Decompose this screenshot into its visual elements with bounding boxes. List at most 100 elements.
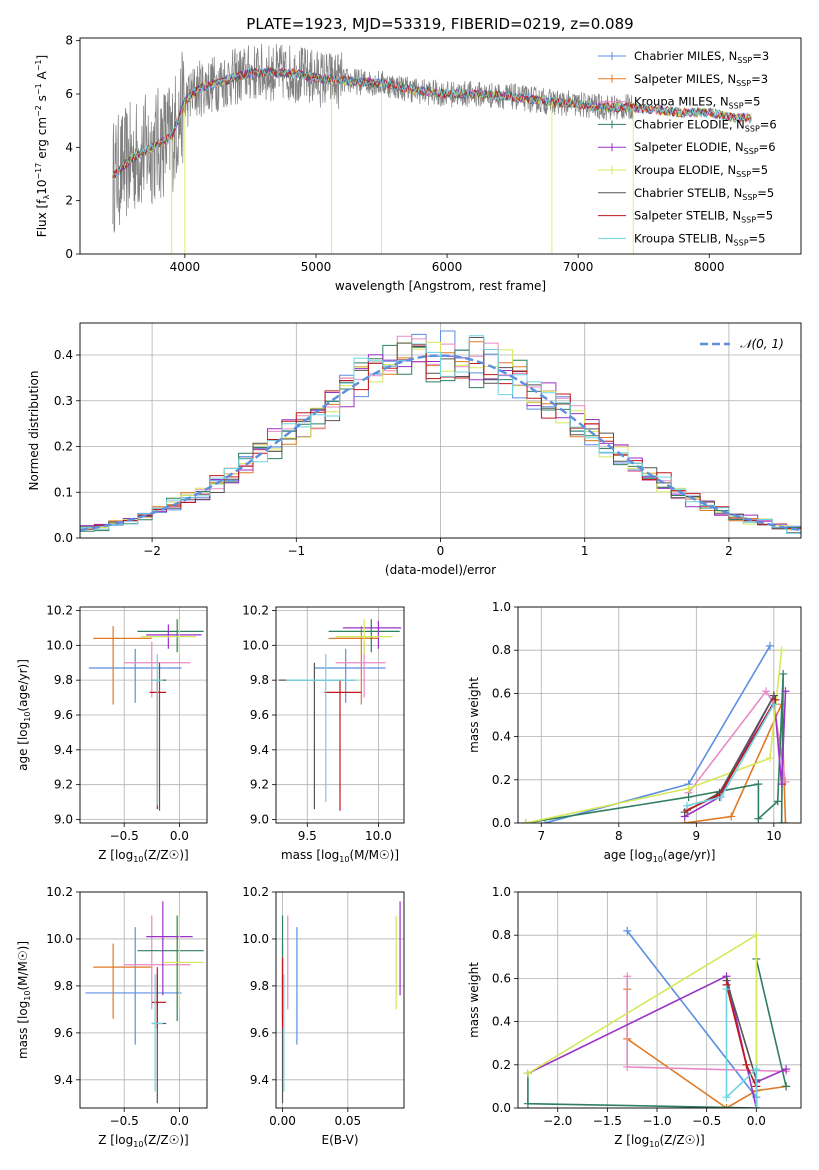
legend-label-chabrier-elodie: Chabrier ELODIE, NSSP=6 (634, 117, 777, 133)
x-tick-label: −0.5 (692, 1114, 721, 1128)
y-axis-label-sub: 10 (23, 991, 32, 1001)
x-tick-label: 0.0 (170, 1114, 189, 1128)
errorbar-kroupa-elodie (162, 915, 204, 1010)
age-vs-metallicity-panel: −0.5 0.09.09.29.49.69.810.010.2Z [log10(Z… (16, 603, 208, 864)
weight-point-marker (684, 793, 693, 802)
y-tick-label: 0.6 (492, 686, 511, 700)
errorbar-plot-area (85, 901, 204, 1104)
weight-point-marker (754, 814, 763, 823)
legend-label-salpeter-miles-tail: =3 (751, 72, 768, 86)
weight-point-marker (722, 1093, 731, 1102)
y-tick-label: 10.0 (46, 638, 73, 652)
weight-point-marker (521, 819, 530, 823)
x-axis-label-tail: (Z/Z☉)] (659, 1133, 704, 1147)
y-tick-label: 10.0 (242, 932, 269, 946)
y-tick-label: 9.4 (54, 743, 73, 757)
x-axis-label-sub: 10 (653, 855, 663, 864)
weight-line (725, 989, 758, 1108)
model-spectrum-salpeter-stelib (112, 66, 752, 179)
weight-point-marker (623, 1062, 632, 1071)
weight-point-marker (771, 695, 780, 704)
weight-point-marker (781, 819, 790, 823)
y-tick-label: 0.2 (492, 773, 511, 787)
legend-label-kroupa-stelib: Kroupa STELIB, NSSP=5 (634, 231, 765, 247)
legend-label-normal: 𝒩(0, 1) (740, 337, 784, 351)
x-tick-label: 2 (725, 544, 733, 558)
errorbar-chabrier-stelib (278, 662, 355, 810)
weight-series-kroupa-miles (623, 972, 791, 1076)
legend-label-kroupa-stelib-main: Kroupa STELIB, N (634, 231, 734, 245)
y-tick-label: 10.2 (242, 603, 269, 617)
histogram-kroupa-elodie (80, 341, 801, 538)
x-tick-label: −2 (143, 544, 161, 558)
y-tick-label: 10.0 (46, 932, 73, 946)
x-tick-label: 9 (693, 829, 701, 843)
x-axis-label: Z [log10(Z/Z☉)] (98, 848, 189, 864)
errorbar-salpeter-elodie (342, 620, 402, 649)
y-tick-label: 9.0 (250, 813, 269, 827)
y-tick-label: 0.0 (492, 816, 511, 830)
errorbar-salpeter-elodie (146, 901, 193, 996)
weight-point-marker (769, 700, 778, 709)
normal-distribution-curve (80, 354, 801, 532)
x-axis-label-tail: (Z/Z☉)] (143, 848, 188, 862)
y-axis-label-part: 10 (35, 180, 49, 195)
weight-point-marker (623, 972, 632, 981)
axes-frame (79, 606, 208, 824)
x-tick-label: 1 (581, 544, 589, 558)
weight-series-kroupa-stelib (683, 700, 778, 810)
weight-plot-area (521, 641, 790, 823)
weight-point-marker (727, 812, 736, 821)
x-tick-label: 0 (437, 544, 445, 558)
errorbar-salpeter-miles (328, 626, 379, 705)
weight-point-marker (523, 1069, 532, 1078)
weight-point-marker (722, 1104, 731, 1108)
y-tick-label: 9.6 (250, 1026, 269, 1040)
y-tick-label: 0.6 (492, 971, 511, 985)
legend-label-kroupa-miles-main: Kroupa MILES, N (634, 95, 729, 109)
y-tick-label: 8 (65, 34, 73, 48)
y-tick-label: 9.6 (54, 1026, 73, 1040)
y-axis-label-part: Flux [f (35, 199, 49, 237)
weight-point-marker (623, 926, 632, 935)
y-tick-label: 9.6 (250, 708, 269, 722)
axes-frame (79, 322, 802, 539)
y-tick-label: 1.0 (492, 885, 511, 899)
x-tick-label: 9.5 (298, 829, 317, 843)
mass-vs-extinction-panel: 0.00 0.05 9.4 9.6 9.8 10.0 10.2 E(B-V) (242, 885, 405, 1147)
mass-weight-vs-metallicity-panel: −2.0 −1.5 −1.0 −0.5 0.0 0.0 0.2 0.4 0.6 0.8 1.0 Z [… (467, 885, 802, 1149)
y-tick-label: 0.0 (54, 531, 73, 545)
legend-label-chabrier-stelib-tail: =5 (757, 186, 774, 200)
weight-point-marker (782, 1082, 791, 1091)
x-tick-label: 10.0 (365, 829, 392, 843)
legend-label-salpeter-elodie: Salpeter ELODIE, NSSP=6 (634, 140, 776, 156)
y-tick-label: 2 (65, 194, 73, 208)
y-tick-label: 9.2 (250, 778, 269, 792)
weight-point-marker (777, 646, 786, 655)
y-tick-label: 4 (65, 140, 73, 154)
weight-point-marker (777, 780, 786, 789)
y-tick-label: 9.8 (54, 979, 73, 993)
y-axis-label: mass [log10(M/M☉)] (16, 941, 32, 1059)
y-axis-label-part: A (35, 70, 49, 83)
errorbar-kroupa-elodie (335, 619, 393, 655)
x-tick-label: 5000 (301, 260, 332, 274)
histogram-plot-area (80, 330, 801, 538)
errorbar-chabrier-miles (85, 927, 182, 1045)
x-axis-label: Z [log10(Z/Z☉)] (98, 1133, 189, 1149)
axes-frame (275, 891, 405, 1109)
weight-series-chabrier-stelib (680, 691, 778, 817)
axes-frame (517, 891, 802, 1109)
errorbar-kroupa-stelib (151, 654, 163, 806)
errorbar-salpeter-miles (93, 943, 152, 1019)
legend-label-kroupa-elodie-tail: =5 (751, 163, 768, 177)
y-tick-label: 10.0 (242, 638, 269, 652)
spectrum-panel: 4000 5000 6000 7000 8000 0 2 4 6 8 wavelength [Ang… (34, 34, 802, 293)
x-tick-label: −2.0 (543, 1114, 572, 1128)
weight-point-marker (683, 801, 692, 810)
weight-point-marker (765, 641, 774, 650)
x-axis-label-tail: (Z/Z☉)] (143, 1133, 188, 1147)
weight-line (725, 984, 758, 1087)
x-axis-label-main: Z [log (98, 1133, 133, 1147)
